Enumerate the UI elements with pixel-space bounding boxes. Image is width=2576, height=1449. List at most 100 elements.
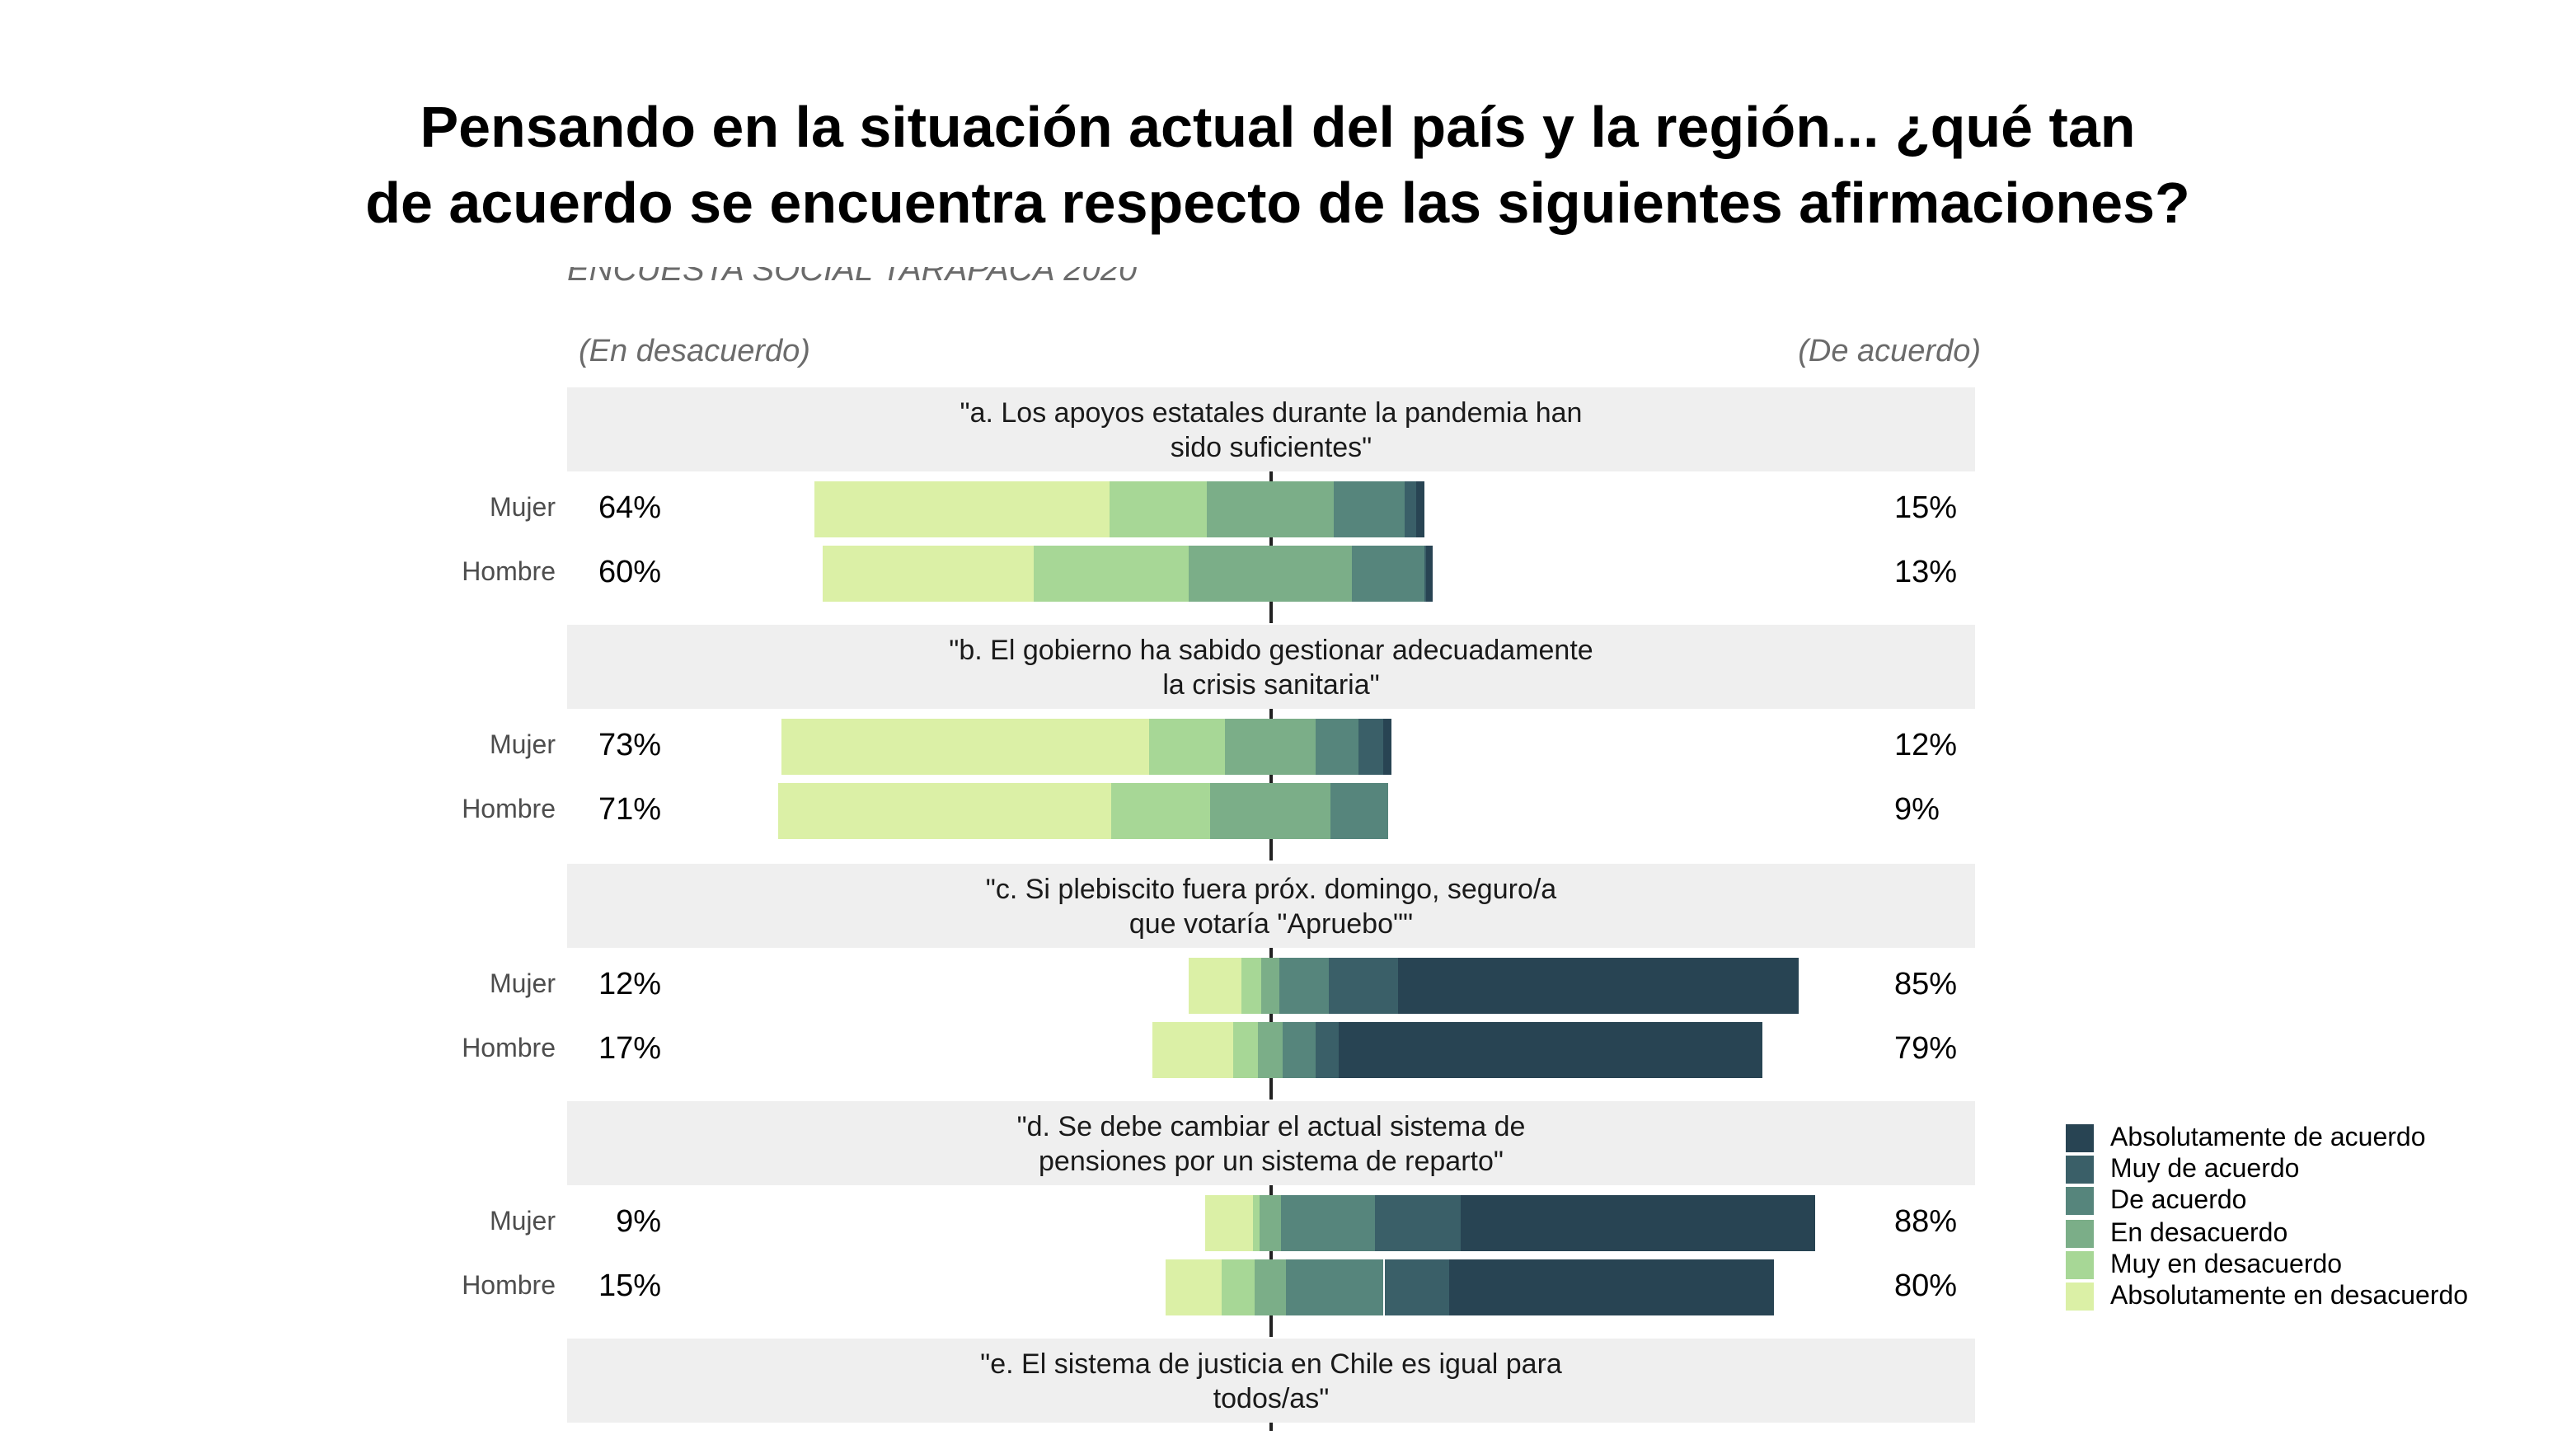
bar-segment-absolutamente-de-acuerdo <box>1415 481 1424 537</box>
agree-percent: 9% <box>1894 793 1940 828</box>
bar-segment-muy-en-desacuerdo <box>1252 1194 1260 1251</box>
disagree-percent: 15% <box>598 1268 661 1304</box>
disagree-percent: 64% <box>598 491 661 526</box>
legend-swatch <box>2066 1156 2094 1184</box>
bar-segment-muy-de-acuerdo <box>1315 1021 1340 1078</box>
panel-strip-e: "e. El sistema de justicia en Chile es i… <box>567 1339 1975 1423</box>
bar-segment-muy-de-acuerdo <box>1384 1259 1449 1315</box>
bar-segment-en-desacuerdo <box>1225 719 1316 776</box>
agree-percent: 13% <box>1894 556 1958 590</box>
legend-swatch <box>2066 1219 2094 1248</box>
panel-label-line: "d. Se debe cambiar el actual sistema de <box>1016 1110 1526 1142</box>
agree-percent: 79% <box>1894 1031 1958 1067</box>
title-line-2: de acuerdo se encuentra respecto de las … <box>365 171 2190 236</box>
bar-segment-muy-en-desacuerdo <box>1149 719 1226 776</box>
disagree-percent: 73% <box>598 729 661 764</box>
bar-segment-de-acuerdo <box>1281 1194 1376 1251</box>
bar-segment-absolutamente-en-desacuerdo <box>814 481 1110 537</box>
bar-segment-absolutamente-de-acuerdo <box>1398 957 1799 1014</box>
panel-strip-c: "c. Si plebiscito fuera próx. domingo, s… <box>567 863 1975 948</box>
bar-segment-absolutamente-en-desacuerdo <box>1204 1194 1253 1251</box>
bar-segment-muy-en-desacuerdo <box>1241 957 1261 1014</box>
panel-strip-a: "a. Los apoyos estatales durante la pand… <box>567 387 1975 471</box>
panel-label-line: que votaría "Apruebo"" <box>1128 907 1414 940</box>
panel-label-line: "e. El sistema de justicia en Chile es i… <box>980 1348 1562 1381</box>
subtitle-clip: ENCUESTA SOCIAL TARAPACÁ 2020 <box>567 267 1391 297</box>
agree-percent: 85% <box>1894 967 1958 1002</box>
bar-segment-absolutamente-en-desacuerdo <box>778 783 1112 840</box>
bar-segment-muy-en-desacuerdo <box>1233 1021 1259 1078</box>
bar-segment-muy-de-acuerdo <box>1405 481 1416 537</box>
panel-label-line: "a. Los apoyos estatales durante la pand… <box>960 397 1583 429</box>
bar-segment-muy-de-acuerdo <box>1424 546 1426 602</box>
bar-segment-muy-en-desacuerdo <box>1111 783 1210 840</box>
row-label-hombre: Hombre <box>462 796 556 825</box>
legend-label: Muy en desacuerdo <box>2110 1250 2343 1279</box>
legend-label: Muy de acuerdo <box>2110 1156 2300 1184</box>
bar-segment-de-acuerdo <box>1286 1259 1384 1315</box>
bar-segment-de-acuerdo <box>1315 719 1358 776</box>
bar-segment-de-acuerdo <box>1351 546 1424 602</box>
row-label-hombre: Hombre <box>462 1272 556 1301</box>
bar-segment-muy-de-acuerdo <box>1358 719 1384 776</box>
panel-label-line: todos/as" <box>1213 1383 1330 1415</box>
bar-segment-en-desacuerdo <box>1258 1021 1283 1078</box>
panel-label-line: sido suficientes" <box>1170 432 1372 463</box>
bar-segment-en-desacuerdo <box>1254 1259 1287 1315</box>
bar-segment-en-desacuerdo <box>1259 1194 1282 1251</box>
right-direction-label: (De acuerdo) <box>1798 335 1981 369</box>
bar-segment-absolutamente-de-acuerdo <box>1339 1021 1762 1078</box>
bar-segment-de-acuerdo <box>1279 957 1330 1014</box>
agree-percent: 88% <box>1894 1204 1958 1240</box>
bar-segment-en-desacuerdo <box>1189 546 1352 602</box>
bar-segment-absolutamente-de-acuerdo <box>1461 1194 1815 1251</box>
agree-percent: 12% <box>1894 729 1958 764</box>
bar-segment-absolutamente-en-desacuerdo <box>823 546 1035 602</box>
bar-segment-absolutamente-de-acuerdo <box>1383 719 1391 776</box>
subtitle: ENCUESTA SOCIAL TARAPACÁ 2020 <box>567 267 1138 288</box>
title-line-1: Pensando en la situación actual del país… <box>420 96 2136 160</box>
disagree-percent: 17% <box>598 1031 661 1067</box>
legend-swatch <box>2066 1283 2094 1311</box>
bar-segment-de-acuerdo <box>1333 481 1405 537</box>
row-label-mujer: Mujer <box>489 1208 556 1236</box>
panel-strip-d: "d. Se debe cambiar el actual sistema de… <box>567 1100 1975 1185</box>
bar-segment-absolutamente-en-desacuerdo <box>1152 1021 1234 1078</box>
center-line <box>1269 1423 1272 1432</box>
chart-title: Pensando en la situación actual del país… <box>0 91 2555 242</box>
row-label-mujer: Mujer <box>489 732 556 761</box>
bar-segment-absolutamente-de-acuerdo <box>1425 546 1433 602</box>
bar-segment-absolutamente-de-acuerdo <box>1448 1259 1775 1315</box>
bar-segment-muy-en-desacuerdo <box>1221 1259 1255 1315</box>
disagree-percent: 71% <box>598 793 661 828</box>
legend-swatch <box>2066 1187 2094 1216</box>
row-label-mujer: Mujer <box>489 495 556 523</box>
panel-strip-b: "b. El gobierno ha sabido gestionar adec… <box>567 625 1975 710</box>
row-label-hombre: Hombre <box>462 1034 556 1063</box>
legend-label: Absolutamente de acuerdo <box>2110 1124 2426 1152</box>
panel-label-line: la crisis sanitaria" <box>1162 669 1380 701</box>
bar-segment-en-desacuerdo <box>1209 783 1331 840</box>
legend-label: De acuerdo <box>2110 1187 2247 1216</box>
bar-segment-absolutamente-en-desacuerdo <box>1188 957 1242 1014</box>
left-direction-label: (En desacuerdo) <box>579 335 810 369</box>
legend-label: En desacuerdo <box>2110 1219 2288 1248</box>
panel-label-line: "b. El gobierno ha sabido gestionar adec… <box>949 635 1593 667</box>
bar-segment-muy-de-acuerdo <box>1329 957 1399 1014</box>
bar-segment-muy-en-desacuerdo <box>1034 546 1189 602</box>
disagree-percent: 60% <box>598 556 661 590</box>
agree-percent: 80% <box>1894 1268 1958 1304</box>
bar-segment-en-desacuerdo <box>1260 957 1280 1014</box>
disagree-percent: 12% <box>598 967 661 1002</box>
agree-percent: 15% <box>1894 491 1958 526</box>
bar-segment-muy-en-desacuerdo <box>1110 481 1208 537</box>
row-label-hombre: Hombre <box>462 559 556 587</box>
bar-segment-de-acuerdo <box>1282 1021 1316 1078</box>
legend-swatch <box>2066 1250 2094 1279</box>
disagree-percent: 9% <box>616 1204 661 1240</box>
bar-segment-de-acuerdo <box>1330 783 1388 840</box>
panel-label-line: "c. Si plebiscito fuera próx. domingo, s… <box>985 873 1557 905</box>
bar-segment-muy-de-acuerdo <box>1375 1194 1462 1251</box>
bar-segment-en-desacuerdo <box>1207 481 1334 537</box>
